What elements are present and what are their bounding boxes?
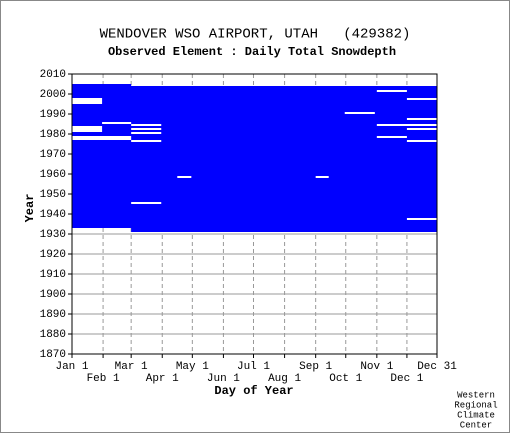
coverage-gap — [131, 132, 162, 134]
x-tick-label: May 1 — [176, 361, 209, 373]
credit-line: Western — [457, 390, 495, 400]
x-tick-label: Dec 31 — [417, 361, 457, 373]
x-tick-label: Jul 1 — [237, 361, 270, 373]
x-axis-label: Day of Year — [214, 384, 293, 398]
x-tick-label: Nov 1 — [360, 361, 393, 373]
y-tick-label: 1980 — [40, 129, 66, 141]
y-tick-label: 2000 — [40, 89, 66, 101]
coverage-block — [131, 228, 437, 232]
y-tick-label: 1930 — [40, 229, 66, 241]
coverage-gap — [376, 136, 407, 138]
coverage-gap — [72, 98, 103, 104]
credit-line: Center — [460, 420, 492, 430]
coverage-gap — [177, 176, 192, 178]
coverage-gap — [376, 124, 437, 126]
coverage-block — [72, 86, 437, 228]
coverage-gap — [376, 90, 407, 92]
x-tick-label: Sep 1 — [299, 361, 332, 373]
y-tick-label: 1920 — [40, 249, 66, 261]
coverage-gap — [406, 140, 437, 142]
coverage-gap — [131, 140, 162, 142]
y-tick-label: 1990 — [40, 109, 66, 121]
x-tick-label: Mar 1 — [115, 361, 148, 373]
coverage-gap — [131, 124, 162, 126]
y-axis-label: Year — [23, 194, 37, 223]
chart-subtitle: Observed Element : Daily Total Snowdepth — [108, 45, 396, 59]
coverage-gap — [131, 128, 162, 130]
coverage-gap — [315, 176, 329, 178]
x-tick-label: Apr 1 — [146, 373, 179, 385]
coverage-gap — [344, 112, 375, 114]
coverage-gap — [72, 136, 132, 140]
x-tick-label: Jun 1 — [207, 373, 240, 385]
coverage-block — [72, 84, 132, 86]
x-tick-label: Feb 1 — [87, 373, 120, 385]
x-tick-label: Oct 1 — [329, 373, 362, 385]
coverage-gap — [406, 128, 437, 130]
x-tick-label: Dec 1 — [390, 373, 423, 385]
y-tick-label: 1900 — [40, 289, 66, 301]
y-tick-label: 2010 — [40, 69, 66, 81]
coverage-gap — [102, 122, 132, 124]
x-tick-label: Jan 1 — [55, 361, 88, 373]
y-tick-label: 1970 — [40, 149, 66, 161]
coverage-gap — [131, 202, 162, 204]
coverage-gap — [406, 218, 437, 220]
credit-line: Regional — [454, 400, 497, 410]
coverage-gap — [406, 118, 437, 120]
credit-line: Climate — [457, 410, 495, 420]
y-tick-label: 1870 — [40, 349, 66, 361]
y-tick-label: 1940 — [40, 209, 66, 221]
y-tick-label: 1950 — [40, 189, 66, 201]
y-tick-label: 1910 — [40, 269, 66, 281]
coverage-gap — [72, 126, 103, 132]
y-tick-label: 1890 — [40, 309, 66, 321]
y-tick-label: 1880 — [40, 329, 66, 341]
x-tick-label: Aug 1 — [268, 373, 301, 385]
y-tick-label: 1960 — [40, 169, 66, 181]
plot-frame — [71, 73, 438, 355]
coverage-gap — [406, 98, 437, 100]
chart-title: WENDOVER WSO AIRPORT, UTAH (429382) — [100, 27, 411, 43]
